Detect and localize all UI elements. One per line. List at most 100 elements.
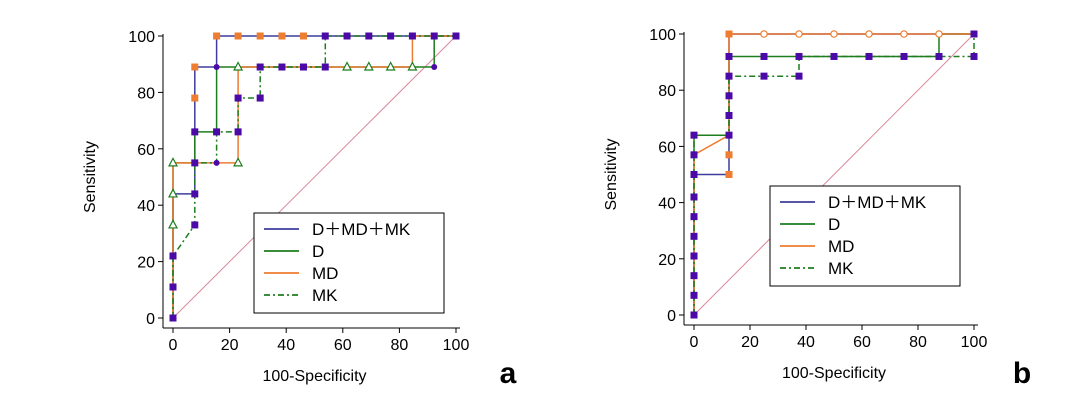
x-axis-title: 100-Specificity: [262, 368, 366, 385]
data-point-square: [343, 32, 351, 40]
data-point-square: [690, 272, 698, 280]
legend-label-d: D: [312, 242, 324, 261]
data-point-square: [256, 63, 264, 71]
data-point-square: [191, 128, 199, 136]
data-point-square: [169, 252, 177, 260]
data-point-square: [725, 52, 733, 60]
x-tick-label: 0: [169, 337, 178, 354]
y-tick-label: 20: [658, 252, 676, 269]
data-point-square: [191, 221, 199, 229]
legend-label-d: D: [828, 215, 840, 234]
data-point-square: [760, 72, 768, 80]
series-line-mk: [172, 35, 456, 318]
panel-label: a: [500, 357, 517, 390]
y-tick-label: 60: [137, 142, 155, 159]
data-point-square: [970, 30, 978, 38]
data-point-square: [690, 252, 698, 260]
x-axis-title: 100-Specificity: [782, 365, 886, 382]
data-point-circle: [213, 159, 220, 166]
data-point-square: [234, 32, 242, 40]
x-tick-label: 60: [853, 334, 871, 351]
data-point-square: [725, 111, 733, 119]
data-point-square: [690, 311, 698, 319]
panel-label: b: [1013, 357, 1031, 390]
data-point-triangle: [233, 61, 244, 71]
legend-label-combined: D＋MD＋MK: [828, 193, 927, 212]
data-point-square: [900, 52, 908, 60]
data-point-square: [169, 283, 177, 291]
data-point-square: [795, 52, 803, 60]
data-point-square: [690, 131, 698, 139]
x-tick-label: 40: [277, 337, 295, 354]
data-point-triangle: [168, 157, 178, 167]
x-tick-label: 0: [690, 334, 699, 351]
roc-panel-b: 0 20 40 60 80 100 0 20 40 60 80 100 100-Specificity S…: [603, 27, 1031, 390]
data-point-square: [690, 151, 698, 159]
data-point-triangle: [407, 61, 418, 71]
legend-label-mk: MK: [828, 259, 854, 278]
data-point-square: [970, 52, 978, 60]
data-point-open-circle: [900, 30, 908, 38]
x-tick-label: 80: [909, 334, 927, 351]
data-point-open-circle: [865, 30, 873, 38]
y-axis-title: Sensitivity: [603, 138, 620, 210]
legend-label-mk: MK: [312, 286, 338, 305]
data-point-circle: [431, 64, 438, 71]
series-line-mk: [693, 34, 975, 315]
reference-diagonal-line: [172, 35, 457, 319]
data-point-square: [321, 63, 329, 71]
data-point-square: [169, 314, 177, 322]
data-point-open-circle: [935, 30, 943, 38]
data-point-square: [690, 232, 698, 240]
data-point-square: [690, 193, 698, 201]
y-tick-label: 100: [128, 29, 155, 46]
data-point-square: [278, 32, 286, 40]
y-tick-label: 40: [137, 198, 155, 215]
data-point-square: [760, 52, 768, 60]
data-point-square: [452, 32, 460, 40]
legend-label-md: MD: [312, 264, 338, 283]
data-point-square: [213, 128, 221, 136]
data-point-square: [725, 30, 733, 38]
data-point-triangle: [385, 61, 396, 71]
data-point-square: [256, 94, 264, 102]
y-tick-label: 40: [658, 196, 676, 213]
data-point-square: [408, 32, 416, 40]
data-point-square: [234, 94, 242, 102]
data-point-square: [213, 32, 221, 40]
x-tick-label: 100: [961, 334, 988, 351]
data-point-square: [430, 32, 438, 40]
data-point-square: [191, 190, 199, 198]
data-point-triangle: [363, 61, 374, 71]
data-point-open-circle: [760, 30, 768, 38]
data-point-square: [725, 171, 733, 178]
data-point-triangle: [233, 157, 244, 167]
y-axis-title: Sensitivity: [82, 141, 99, 213]
data-point-square: [725, 151, 733, 159]
data-point-square: [256, 32, 264, 40]
data-point-circle: [213, 64, 220, 71]
x-tick-label: 20: [221, 337, 239, 354]
data-point-square: [725, 72, 733, 80]
data-point-triangle: [168, 188, 178, 198]
y-tick-label: 80: [137, 85, 155, 102]
x-tick-label: 100: [443, 337, 470, 354]
data-point-square: [299, 32, 307, 40]
reference-diagonal-line: [693, 33, 975, 316]
data-point-square: [365, 32, 373, 40]
data-point-square: [191, 63, 199, 71]
data-point-open-circle: [795, 30, 803, 38]
data-point-square: [234, 128, 242, 136]
data-point-square: [278, 63, 286, 71]
data-point-square: [935, 52, 943, 60]
y-tick-label: 0: [667, 308, 676, 325]
data-point-square: [830, 52, 838, 60]
x-tick-label: 60: [334, 337, 352, 354]
data-point-triangle: [168, 219, 178, 229]
x-tick-label: 20: [741, 334, 759, 351]
data-point-square: [387, 32, 395, 40]
data-point-square: [795, 72, 803, 80]
data-point-triangle: [342, 61, 353, 71]
data-point-square: [865, 52, 873, 60]
